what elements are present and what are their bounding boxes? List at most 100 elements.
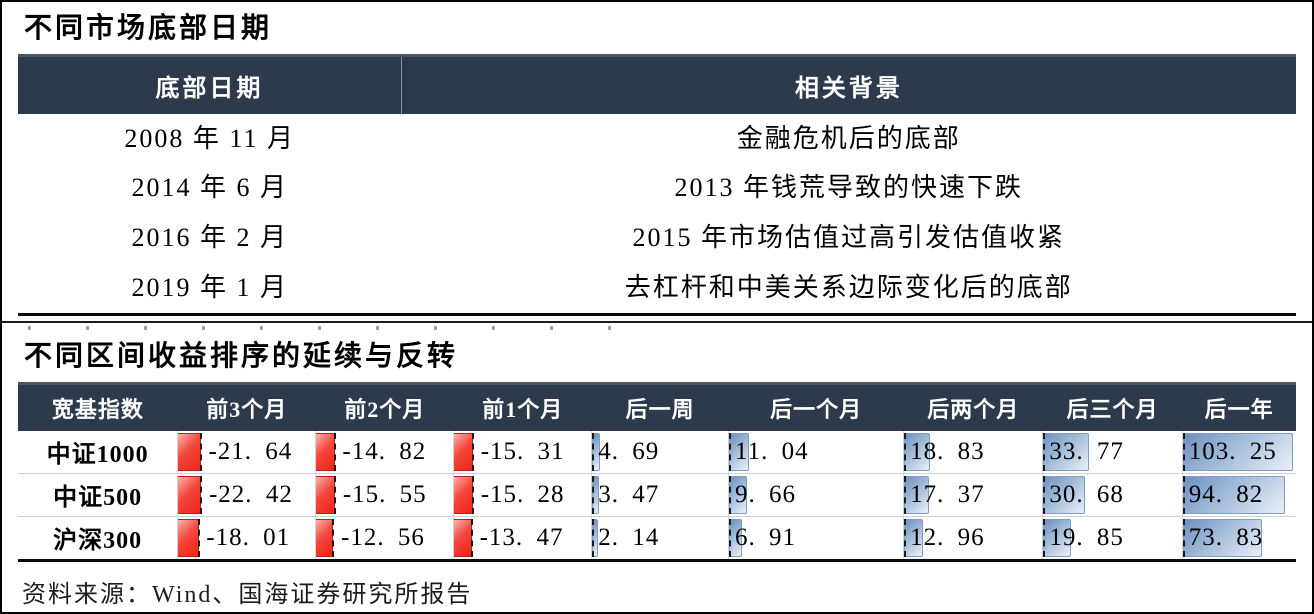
value-cell: -14. 82: [315, 430, 454, 474]
value-text: 94. 82: [1188, 480, 1264, 508]
panel-divider-line: [2, 321, 1312, 324]
axis-line: [904, 518, 907, 557]
axis-line: [592, 475, 595, 514]
value-text: 18. 83: [910, 437, 985, 465]
axis-line: [471, 475, 474, 514]
table-row: 中证1000 -21. 64 -14. 82 -15. 31 4. 69 11. 04 18…: [18, 430, 1296, 474]
index-name-cell: 中证500: [18, 472, 178, 517]
value-cell: 18. 83: [903, 430, 1043, 474]
axis-line: [592, 518, 595, 557]
value-cell: 12. 96: [903, 515, 1043, 561]
t1-header-row: 底部日期 相关背景: [18, 53, 1296, 114]
value-text: -15. 55: [342, 480, 427, 508]
value-text: 11. 04: [735, 437, 809, 465]
value-cell: 9. 66: [728, 472, 904, 517]
t1-date-cell: 2016 年 2 月: [131, 223, 288, 253]
value-text: 73. 83: [1188, 523, 1264, 551]
value-text: -18. 01: [206, 523, 291, 551]
returns-table: 宽基指数 前3个月 前2个月 前1个月 后一周 后一个月 后两个月 后三个月 后一年 中证100…: [18, 381, 1296, 562]
value-cell: 19. 85: [1042, 515, 1183, 561]
axis-line: [334, 475, 337, 514]
value-text: 19. 85: [1049, 523, 1124, 551]
t2-header-row: 宽基指数 前3个月 前2个月 前1个月 后一周 后一个月 后两个月 后三个月 后一年: [18, 381, 1296, 431]
t2-header-cell: 后一年: [1182, 381, 1296, 431]
value-cell: -22. 42: [177, 472, 316, 517]
value-cell: 103. 25: [1181, 430, 1296, 474]
value-cell: 6. 91: [728, 515, 904, 561]
t1-context-cell: 去杠杆和中美关系边际变化后的底部: [624, 273, 1073, 303]
table-row: 沪深300 -18. 01 -12. 56 -13. 47 2. 14 6. 91 12. …: [18, 515, 1296, 561]
t2-header-cell: 前2个月: [315, 381, 454, 431]
value-text: -12. 56: [341, 523, 425, 551]
positive-data-bar: [1043, 518, 1071, 557]
value-text: -21. 64: [208, 437, 293, 465]
value-cell: -21. 64: [177, 430, 316, 474]
table-row: 2019 年 1 月 去杠杆和中美关系边际变化后的底部: [18, 263, 1296, 314]
t1-header-context: 相关背景: [401, 53, 1296, 114]
axis-line: [199, 432, 202, 471]
t1-context-cell: 金融危机后的底部: [736, 123, 961, 153]
axis-line: [1182, 432, 1185, 471]
axis-line: [197, 518, 200, 557]
positive-data-bar: [1043, 475, 1085, 514]
positive-data-bar: [1182, 518, 1263, 557]
t1-header-bottom-date: 底部日期: [18, 53, 402, 114]
t2-header-cell: 后两个月: [903, 381, 1043, 431]
t2-header-cell: 宽基指数: [18, 381, 178, 431]
table-row: 2014 年 6 月 2013 年钱荒导致的快速下跌: [18, 163, 1296, 213]
table-row: 2016 年 2 月 2015 年市场估值过高引发估值收紧: [18, 213, 1296, 263]
index-name-cell: 沪深300: [18, 515, 178, 561]
value-text: 17. 37: [910, 480, 985, 508]
t2-header-cell: 后一个月: [728, 381, 904, 431]
axis-line: [1043, 432, 1046, 471]
axis-line: [592, 432, 595, 471]
t2-header-cell: 后三个月: [1042, 381, 1183, 431]
panel1-title: 不同市场底部日期: [24, 13, 273, 44]
axis-line: [1043, 475, 1046, 514]
axis-line: [200, 475, 203, 514]
positive-data-bar: [1182, 432, 1294, 471]
t1-date-cell: 2019 年 1 月: [131, 273, 288, 303]
axis-line: [333, 432, 336, 471]
panel-return-rankings: 不同区间收益排序的延续与反转 宽基指数 前3个月 前2个月 前1个月 后一周 后一个月 后两…: [2, 330, 1312, 609]
panel2-title: 不同区间收益排序的延续与反转: [24, 341, 459, 373]
axis-line: [729, 475, 732, 514]
value-cell: 30. 68: [1042, 472, 1183, 517]
axis-line: [904, 432, 907, 471]
axis-line: [1182, 518, 1185, 557]
cropped-text-artifact: [28, 326, 648, 331]
value-text: 3. 47: [598, 480, 660, 508]
value-cell: -15. 55: [315, 472, 454, 517]
t2-header-cell: 前1个月: [453, 381, 592, 431]
value-cell: 94. 82: [1181, 472, 1296, 517]
axis-line: [1182, 475, 1185, 514]
value-cell: -12. 56: [315, 515, 454, 561]
axis-line: [471, 432, 474, 471]
positive-data-bar: [904, 432, 931, 471]
index-name-cell: 中证1000: [46, 442, 149, 469]
axis-line: [1043, 518, 1046, 557]
axis-line: [904, 475, 907, 514]
value-cell: 17. 37: [903, 472, 1043, 517]
value-cell: -13. 47: [453, 515, 592, 561]
table-row: 2008 年 11 月 金融危机后的底部: [18, 114, 1296, 164]
value-text: -13. 47: [479, 523, 564, 551]
value-text: 6. 91: [735, 523, 797, 551]
t2-header-cell: 前3个月: [177, 381, 316, 431]
axis-line: [332, 518, 335, 557]
value-cell: 3. 47: [591, 472, 729, 517]
value-cell: -15. 28: [453, 472, 592, 517]
value-cell: -15. 31: [453, 430, 592, 474]
t2-header-cell: 后一周: [591, 381, 729, 431]
value-text: -15. 31: [480, 437, 565, 465]
table-row: 中证500 -22. 42 -15. 55 -15. 28 3. 47 9. 66 17. …: [18, 472, 1296, 517]
value-text: -22. 42: [208, 480, 293, 508]
value-cell: 11. 04: [728, 430, 904, 474]
value-cell: -18. 01: [177, 515, 316, 561]
value-text: 9. 66: [735, 480, 797, 508]
source-note: 资料来源：Wind、国海证券研究所报告: [22, 581, 473, 608]
value-cell: 33. 77: [1042, 430, 1183, 474]
axis-line: [729, 432, 732, 471]
value-text: -15. 28: [480, 480, 565, 508]
